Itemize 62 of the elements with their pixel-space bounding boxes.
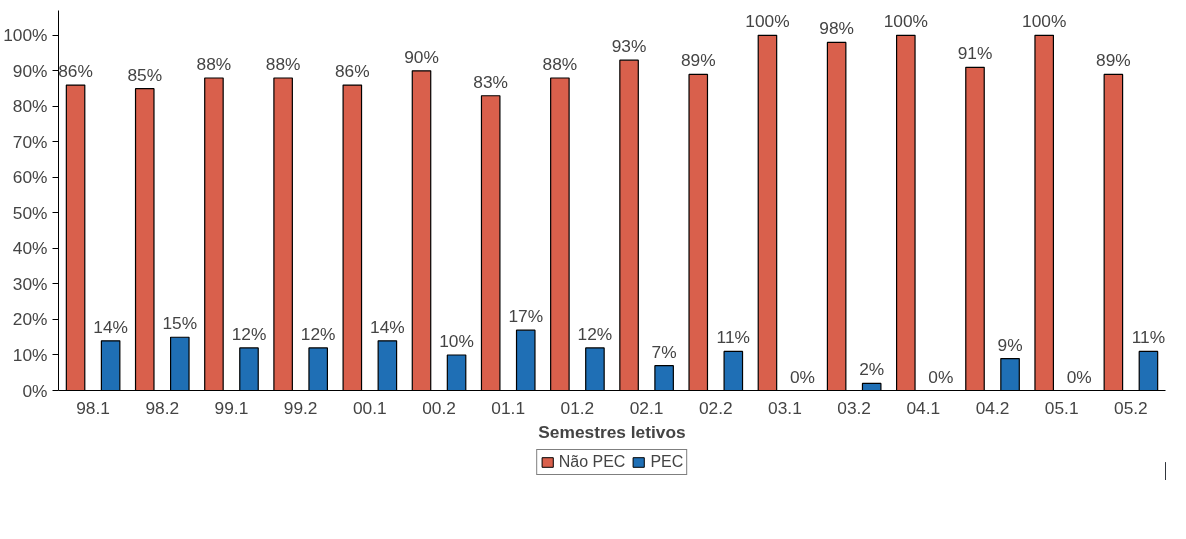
data-label: 86% (58, 61, 93, 82)
x-tick-label: 04.1 (906, 397, 941, 418)
data-label: 89% (1096, 50, 1131, 71)
data-label: 0% (789, 366, 816, 387)
data-label: 91% (957, 43, 993, 64)
data-label: 100% (883, 11, 928, 32)
data-label: 12% (231, 323, 267, 344)
data-label: 2% (859, 359, 885, 380)
y-tick-label: 40% (12, 238, 48, 259)
y-tick-label: 90% (12, 60, 48, 81)
y-tick-label: 50% (12, 202, 48, 223)
x-tick-label: 01.2 (560, 397, 595, 418)
data-label: 89% (680, 50, 716, 71)
data-label: 15% (162, 313, 198, 334)
data-label: 88% (196, 53, 232, 74)
y-tick-label: 100% (3, 25, 48, 46)
y-tick-label: 70% (12, 131, 48, 152)
data-label: 12% (300, 323, 336, 344)
y-tick-label: 0% (22, 380, 48, 401)
data-label: 11% (716, 327, 751, 348)
data-label: 93% (611, 36, 647, 57)
data-label: 12% (577, 323, 613, 344)
x-tick-label: 03.1 (768, 397, 802, 418)
legend-label: Não PEC (558, 453, 626, 471)
y-tick-label: 80% (12, 96, 48, 117)
x-tick-label: 02.1 (629, 397, 664, 418)
data-label: 85% (127, 64, 163, 85)
data-label: 86% (334, 61, 370, 82)
data-label: 10% (439, 330, 474, 351)
legend-label: PEC (650, 453, 684, 471)
x-tick-label: 00.1 (352, 397, 387, 418)
data-label: 0% (928, 366, 954, 387)
x-tick-label: 00.2 (422, 397, 456, 418)
x-tick-label: 98.2 (145, 397, 180, 418)
data-label: 100% (1022, 11, 1067, 32)
x-tick-label: 01.1 (491, 397, 526, 418)
x-tick-label: 04.2 (975, 397, 1010, 418)
x-tick-label: 99.2 (283, 397, 318, 418)
data-label: 17% (508, 306, 544, 327)
data-label: 11% (1131, 327, 1166, 348)
data-label: 7% (651, 341, 677, 362)
data-label: 14% (93, 316, 128, 337)
x-tick-label: 03.2 (837, 397, 872, 418)
x-tick-label: 05.1 (1044, 397, 1079, 418)
x-tick-label: 05.2 (1114, 397, 1148, 418)
x-axis-title: Semestres letivos (538, 421, 686, 442)
y-tick-label: 60% (12, 167, 48, 188)
data-label: 14% (370, 316, 405, 337)
x-tick-label: 02.2 (698, 397, 733, 418)
data-label: 88% (542, 53, 578, 74)
data-label: 90% (404, 46, 439, 67)
y-tick-label: 20% (12, 309, 48, 330)
x-tick-label: 98.1 (76, 397, 110, 418)
data-label: 83% (473, 71, 509, 92)
data-label: 0% (1066, 366, 1092, 387)
data-label: 98% (819, 18, 854, 39)
x-tick-label: 99.1 (214, 397, 249, 418)
y-tick-label: 10% (12, 344, 48, 365)
data-label: 88% (265, 53, 301, 74)
data-label: 100% (745, 11, 790, 32)
data-label: 9% (997, 334, 1023, 355)
y-tick-label: 30% (12, 273, 48, 294)
